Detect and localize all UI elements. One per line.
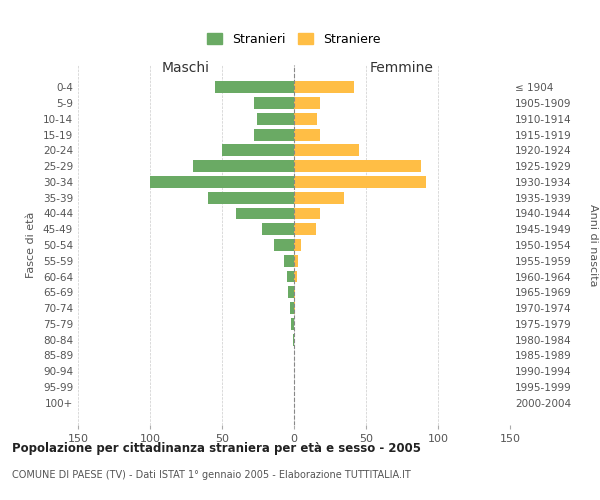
Bar (294, 270, 297, 282)
Bar (294, 176, 427, 188)
Text: Popolazione per cittadinanza straniera per età e sesso - 2005: Popolazione per cittadinanza straniera p… (12, 442, 421, 455)
Bar (294, 208, 320, 220)
Bar (288, 286, 294, 298)
Bar (294, 160, 421, 172)
Legend: Stranieri, Straniere: Stranieri, Straniere (202, 28, 386, 51)
Bar (222, 144, 294, 156)
Bar (291, 318, 294, 330)
Bar (236, 208, 294, 220)
Bar (294, 97, 320, 109)
Text: COMUNE DI PAESE (TV) - Dati ISTAT 1° gennaio 2005 - Elaborazione TUTTITALIA.IT: COMUNE DI PAESE (TV) - Dati ISTAT 1° gen… (12, 470, 411, 480)
Bar (254, 128, 294, 140)
Bar (294, 82, 355, 93)
Bar (294, 192, 344, 203)
Bar (287, 270, 294, 282)
Bar (262, 224, 294, 235)
Bar (293, 334, 294, 345)
Bar (193, 160, 294, 172)
Bar (208, 192, 294, 203)
Text: Maschi: Maschi (162, 60, 210, 74)
Bar (257, 113, 294, 124)
Bar (215, 82, 294, 93)
Bar (150, 176, 294, 188)
Bar (274, 239, 294, 251)
Bar (294, 286, 295, 298)
Bar (254, 97, 294, 109)
Bar (294, 302, 295, 314)
Bar (294, 144, 359, 156)
Bar (294, 113, 317, 124)
Text: Femmine: Femmine (370, 60, 434, 74)
Bar (284, 255, 294, 266)
Y-axis label: Anni di nascita: Anni di nascita (588, 204, 598, 286)
Bar (294, 224, 316, 235)
Bar (294, 239, 301, 251)
Y-axis label: Fasce di età: Fasce di età (26, 212, 36, 278)
Bar (294, 255, 298, 266)
Bar (294, 128, 320, 140)
Bar (290, 302, 294, 314)
